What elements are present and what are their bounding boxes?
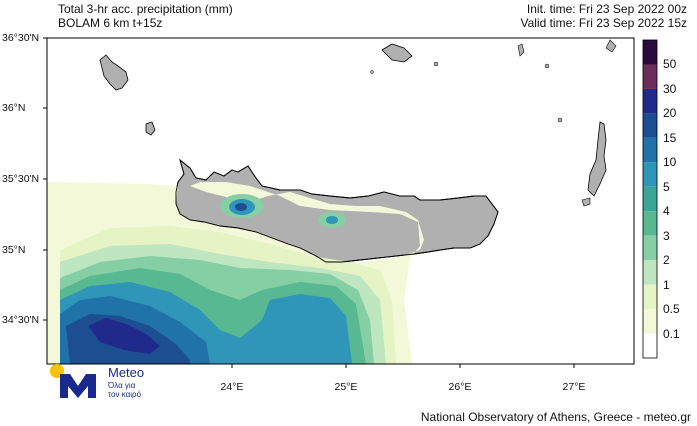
colorbar-tick-label: 2 xyxy=(663,253,670,268)
karpathos-island xyxy=(587,121,607,197)
lon-label: 25°E xyxy=(334,381,358,393)
colorbar-swatch xyxy=(643,162,657,187)
colorbar-swatch xyxy=(643,88,657,114)
colorbar-swatch xyxy=(643,186,657,212)
lon-label: 24°E xyxy=(220,381,244,393)
colorbar-tick-label: 30 xyxy=(663,81,677,96)
title-line-2: BOLAM 6 km t+15z xyxy=(58,16,163,30)
colorbar-swatch xyxy=(643,113,657,138)
map-title: Total 3-hr acc. precipitation (mm) BOLAM… xyxy=(58,2,233,30)
colorbar-tick-label: 20 xyxy=(663,106,677,121)
colorbar-swatch xyxy=(643,284,657,310)
lat-label: 35°30'N xyxy=(2,173,40,185)
lon-label: 26°E xyxy=(448,381,472,393)
lat-label: 34°30'N xyxy=(2,314,40,326)
colorbar-swatch xyxy=(643,333,657,358)
title-line-1: Total 3-hr acc. precipitation (mm) xyxy=(58,2,233,16)
colorbar-swatch xyxy=(643,235,657,261)
rhodes-island xyxy=(605,39,617,53)
colorbar-swatch xyxy=(643,64,657,89)
valid-time: Valid time: Fri 23 Sep 2022 15z xyxy=(520,16,687,30)
colorbar-tick-label: 50 xyxy=(663,57,677,72)
small-islet xyxy=(544,63,550,69)
colorbar-tick-label: 0.1 xyxy=(663,326,680,341)
colorbar-tick-label: 3 xyxy=(663,228,670,243)
santorini-island xyxy=(517,43,525,57)
colorbar-frame xyxy=(642,39,658,359)
small-islet xyxy=(370,70,374,74)
lat-label: 36°N xyxy=(2,102,26,114)
logo-name: Meteo xyxy=(108,365,145,380)
init-time: Init. time: Fri 23 Sep 2022 00z xyxy=(526,2,687,16)
colorbar-tick-label: 1 xyxy=(663,277,670,292)
colorbar-swatch xyxy=(643,260,657,285)
precip-cell-central-crete-core xyxy=(326,216,338,224)
footer-credit: National Observatory of Athens, Greece -… xyxy=(420,410,691,424)
precip-cell-west-crete-peak xyxy=(235,203,247,211)
lat-label: 35°N xyxy=(2,244,26,256)
colorbar-swatch xyxy=(643,309,657,334)
lon-label: 27°E xyxy=(562,381,586,393)
precip-20mm xyxy=(88,318,160,354)
colorbar-tick-label: 5 xyxy=(663,179,670,194)
crete-coastline xyxy=(175,158,499,263)
time-info: Init. time: Fri 23 Sep 2022 00z Valid ti… xyxy=(520,2,687,30)
map-frame xyxy=(46,37,635,365)
kasos-island xyxy=(581,197,591,207)
small-islet xyxy=(557,117,563,123)
colorbar xyxy=(642,39,658,359)
antikythera-island xyxy=(145,121,156,136)
colorbar-swatch xyxy=(643,211,657,236)
lat-label: 36°30'N xyxy=(2,32,40,44)
colorbar-swatch xyxy=(643,137,657,163)
colorbar-tick-label: 10 xyxy=(663,155,677,170)
meteo-logo xyxy=(50,364,96,398)
colorbar-tick-label: 4 xyxy=(663,204,670,219)
colorbar-swatch xyxy=(643,40,657,65)
kythira-island xyxy=(99,54,129,91)
meteo-m-icon xyxy=(60,374,96,398)
small-islet xyxy=(433,61,439,67)
milos-island xyxy=(381,43,413,63)
colorbar-tick-label: 15 xyxy=(663,130,677,145)
logo-tagline: Όλα για τον καιρό xyxy=(108,381,142,399)
colorbar-tick-label: 0.5 xyxy=(663,302,680,317)
